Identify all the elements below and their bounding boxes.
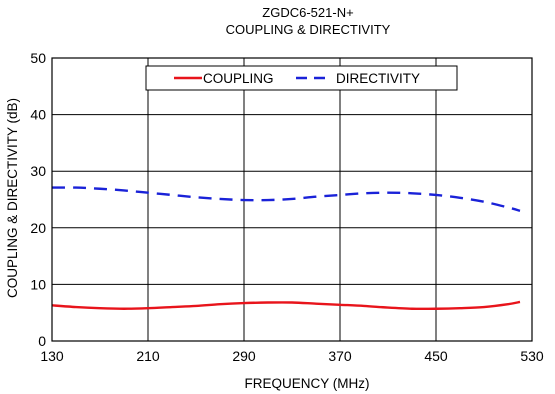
y-tick-label: 10: [30, 276, 46, 292]
legend-label-directivity: DIRECTIVITY: [336, 71, 420, 86]
series-line-directivity: [51, 186, 521, 212]
legend: COUPLING DIRECTIVITY: [145, 65, 458, 91]
x-tick-label: 370: [328, 348, 352, 364]
series-line-coupling: [51, 300, 521, 311]
x-tick-label: 290: [232, 348, 256, 364]
y-tick-label: 0: [38, 333, 46, 349]
chart-title: ZGDC6-521-N+: [262, 5, 353, 20]
x-tick-label: 450: [424, 348, 448, 364]
chart-subtitle: COUPLING & DIRECTIVITY: [226, 22, 391, 37]
y-tick-label: 30: [30, 163, 46, 179]
grid: [52, 58, 532, 341]
x-tick-label: 530: [520, 348, 544, 364]
x-tick-label: 130: [40, 348, 64, 364]
series-layer: [51, 186, 521, 311]
x-tick-label: 210: [136, 348, 160, 364]
plot-frame: [51, 57, 533, 342]
legend-label-coupling: COUPLING: [203, 71, 274, 86]
y-tick-label: 50: [30, 50, 46, 66]
y-tick-label: 20: [30, 220, 46, 236]
tick-labels: 130 210 290 370 450 530 0 10 20 30 40 50: [30, 50, 543, 364]
y-axis-label: COUPLING & DIRECTIVITY (dB): [5, 98, 20, 298]
x-axis-label: FREQUENCY (MHz): [244, 376, 369, 391]
y-tick-label: 40: [30, 107, 46, 123]
